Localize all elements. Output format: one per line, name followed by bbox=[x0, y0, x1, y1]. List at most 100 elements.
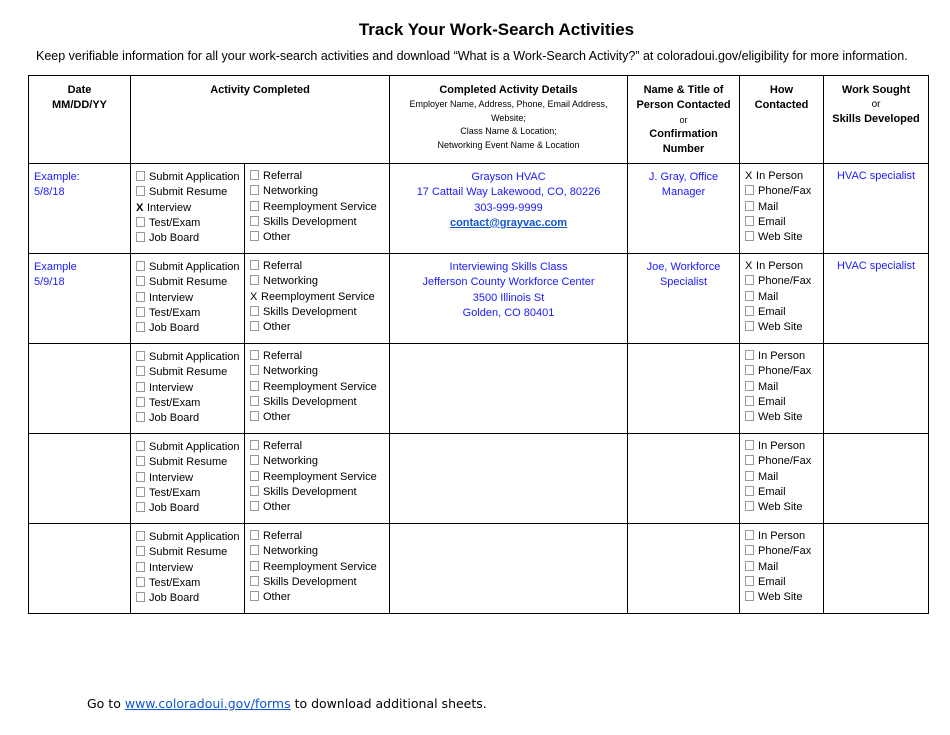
checkbox-icon[interactable] bbox=[250, 575, 259, 586]
option-item[interactable]: Phone/Fax bbox=[745, 454, 823, 469]
checkbox-icon[interactable] bbox=[136, 186, 145, 197]
checkbox-icon[interactable] bbox=[136, 381, 145, 392]
checkbox-icon[interactable] bbox=[250, 591, 259, 602]
checkbox-icon[interactable] bbox=[250, 275, 259, 286]
checkbox-icon[interactable] bbox=[250, 305, 259, 316]
checkbox-icon[interactable] bbox=[250, 485, 259, 496]
checkbox-icon[interactable] bbox=[250, 395, 259, 406]
option-item[interactable]: X In Person bbox=[745, 259, 823, 274]
option-item[interactable]: Referral bbox=[250, 529, 389, 544]
checkbox-icon[interactable] bbox=[745, 231, 755, 242]
option-item[interactable]: X Reemployment Service bbox=[250, 290, 389, 305]
date-cell[interactable]: Example 5/9/18 bbox=[28, 253, 131, 344]
checkbox-icon[interactable] bbox=[136, 456, 145, 467]
details-cell[interactable] bbox=[389, 523, 629, 614]
date-cell[interactable] bbox=[28, 433, 131, 524]
option-item[interactable]: Phone/Fax bbox=[745, 184, 823, 199]
option-item[interactable]: Skills Development bbox=[250, 305, 389, 320]
checkbox-icon[interactable] bbox=[250, 215, 259, 226]
details-cell[interactable] bbox=[389, 433, 629, 524]
option-item[interactable]: Job Board bbox=[136, 411, 244, 426]
option-item[interactable]: Email bbox=[745, 485, 823, 500]
option-item[interactable]: Networking bbox=[250, 544, 389, 559]
checkbox-icon[interactable] bbox=[745, 395, 755, 406]
option-item[interactable]: Reemployment Service bbox=[250, 560, 389, 575]
option-item[interactable]: Web Site bbox=[745, 500, 823, 515]
option-item[interactable]: In Person bbox=[745, 349, 823, 364]
checkbox-icon[interactable] bbox=[745, 290, 755, 301]
option-item[interactable]: Submit Resume bbox=[136, 545, 244, 560]
checkbox-icon[interactable] bbox=[136, 261, 145, 271]
option-item[interactable]: Networking bbox=[250, 454, 389, 469]
checkbox-icon[interactable] bbox=[136, 322, 145, 333]
checkbox-icon[interactable] bbox=[745, 200, 755, 211]
contact-cell[interactable] bbox=[627, 343, 741, 434]
checkbox-icon[interactable] bbox=[250, 260, 259, 270]
option-item[interactable]: Reemployment Service bbox=[250, 380, 389, 395]
option-item[interactable]: Phone/Fax bbox=[745, 274, 823, 289]
checkbox-icon[interactable] bbox=[250, 380, 259, 391]
option-item[interactable]: Mail bbox=[745, 470, 823, 485]
option-item[interactable]: Submit Resume bbox=[136, 185, 244, 200]
work-cell[interactable] bbox=[823, 433, 930, 524]
checkbox-icon[interactable] bbox=[136, 592, 145, 603]
option-item[interactable]: X Interview bbox=[136, 201, 244, 216]
option-item[interactable]: Other bbox=[250, 500, 389, 515]
checkbox-icon[interactable] bbox=[136, 276, 145, 287]
option-item[interactable]: Submit Resume bbox=[136, 275, 244, 290]
x-mark-icon[interactable]: X bbox=[745, 170, 753, 182]
option-item[interactable]: Referral bbox=[250, 349, 389, 364]
checkbox-icon[interactable] bbox=[745, 321, 755, 332]
option-item[interactable]: Referral bbox=[250, 169, 389, 184]
date-cell[interactable] bbox=[28, 523, 131, 614]
checkbox-icon[interactable] bbox=[136, 441, 145, 451]
option-item[interactable]: Skills Development bbox=[250, 575, 389, 590]
checkbox-icon[interactable] bbox=[250, 501, 259, 512]
option-item[interactable]: Job Board bbox=[136, 591, 244, 606]
checkbox-icon[interactable] bbox=[136, 291, 145, 302]
option-item[interactable]: Skills Development bbox=[250, 395, 389, 410]
option-item[interactable]: Phone/Fax bbox=[745, 364, 823, 379]
option-item[interactable]: Other bbox=[250, 230, 389, 245]
option-item[interactable]: Networking bbox=[250, 184, 389, 199]
option-item[interactable]: Interview bbox=[136, 381, 244, 396]
contact-cell[interactable]: J. Gray, Office Manager bbox=[627, 163, 741, 254]
details-cell[interactable]: Interviewing Skills Class Jefferson Count… bbox=[389, 253, 629, 344]
option-item[interactable]: X In Person bbox=[745, 169, 823, 184]
checkbox-icon[interactable] bbox=[250, 321, 259, 332]
checkbox-icon[interactable] bbox=[745, 591, 755, 602]
option-item[interactable]: Mail bbox=[745, 560, 823, 575]
details-cell[interactable]: Grayson HVAC 17 Cattail Way Lakewood, CO,… bbox=[389, 163, 629, 254]
date-cell[interactable] bbox=[28, 343, 131, 434]
checkbox-icon[interactable] bbox=[745, 470, 755, 481]
option-item[interactable]: Test/Exam bbox=[136, 396, 244, 411]
option-item[interactable]: Email bbox=[745, 575, 823, 590]
option-item[interactable]: Test/Exam bbox=[136, 306, 244, 321]
option-item[interactable]: Skills Development bbox=[250, 485, 389, 500]
checkbox-icon[interactable] bbox=[745, 501, 755, 512]
option-item[interactable]: Web Site bbox=[745, 320, 823, 335]
checkbox-icon[interactable] bbox=[745, 411, 755, 422]
option-item[interactable]: Other bbox=[250, 320, 389, 335]
option-item[interactable]: Mail bbox=[745, 380, 823, 395]
checkbox-icon[interactable] bbox=[250, 231, 259, 242]
checkbox-icon[interactable] bbox=[745, 305, 755, 316]
x-mark-icon[interactable]: X bbox=[136, 201, 144, 214]
checkbox-icon[interactable] bbox=[250, 411, 259, 422]
checkbox-icon[interactable] bbox=[250, 560, 259, 571]
checkbox-icon[interactable] bbox=[745, 380, 755, 391]
work-cell[interactable]: HVAC specialist bbox=[823, 163, 930, 254]
checkbox-icon[interactable] bbox=[136, 561, 145, 572]
checkbox-icon[interactable] bbox=[745, 575, 755, 586]
option-item[interactable]: Email bbox=[745, 215, 823, 230]
contact-cell[interactable] bbox=[627, 523, 741, 614]
option-item[interactable]: Web Site bbox=[745, 230, 823, 245]
option-item[interactable]: Email bbox=[745, 305, 823, 320]
checkbox-icon[interactable] bbox=[136, 486, 145, 497]
checkbox-icon[interactable] bbox=[136, 351, 145, 361]
details-cell[interactable] bbox=[389, 343, 629, 434]
option-item[interactable]: Web Site bbox=[745, 590, 823, 605]
option-item[interactable]: Test/Exam bbox=[136, 216, 244, 231]
option-item[interactable]: Web Site bbox=[745, 410, 823, 425]
checkbox-icon[interactable] bbox=[136, 232, 145, 243]
